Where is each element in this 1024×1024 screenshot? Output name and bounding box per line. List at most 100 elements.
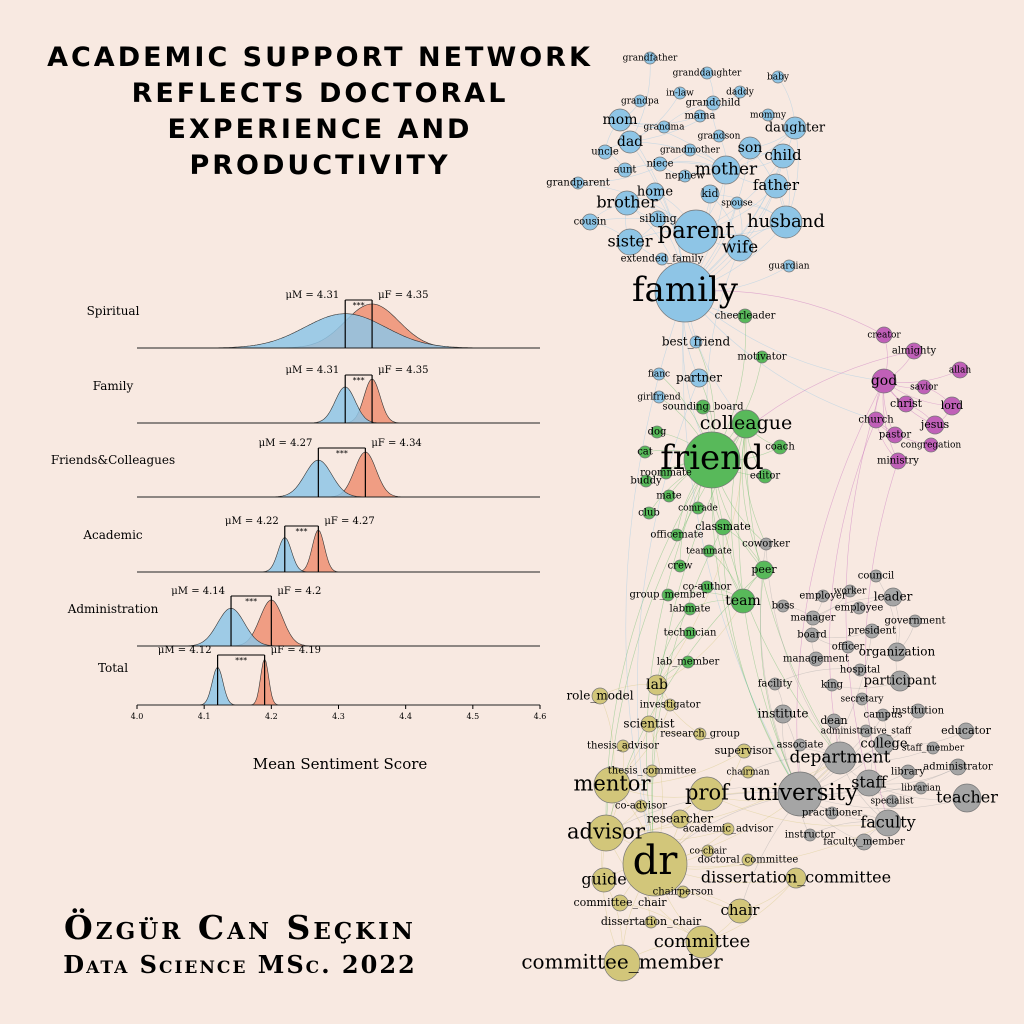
- significance-marker: ***: [296, 527, 308, 536]
- network-node-label: researcher: [647, 812, 714, 826]
- network-node: [726, 234, 754, 262]
- network-node-label: mama: [685, 111, 716, 122]
- network-node-label: worker: [834, 587, 867, 597]
- male-density: [137, 607, 540, 647]
- network-node-label: aunt: [614, 165, 637, 176]
- network-edge: [845, 380, 885, 784]
- network-node-label: lab_member: [657, 657, 720, 668]
- network-node: [768, 677, 782, 691]
- network-node: [916, 379, 932, 395]
- network-edge: [656, 600, 744, 686]
- ridge-row: *** μM = 4.31 μF = 4.35 Family: [93, 365, 540, 424]
- network-node-label: hospital: [840, 665, 880, 676]
- male-density: [137, 459, 540, 498]
- network-node-label: co-chair: [690, 847, 728, 857]
- network-node: [754, 560, 774, 580]
- network-node: [652, 390, 666, 404]
- network-node: [662, 489, 676, 503]
- network-node: [683, 143, 697, 157]
- network-node: [730, 196, 744, 210]
- network-node: [776, 599, 790, 613]
- male-mean-label: μM = 4.12: [158, 645, 212, 656]
- network-node: [867, 411, 885, 429]
- network-node-label: thesis_advisor: [587, 741, 659, 752]
- female-density: [137, 529, 540, 573]
- network-node-label: friend: [660, 438, 764, 478]
- network-edge: [605, 757, 841, 834]
- network-node: [633, 94, 647, 108]
- network-edge: [711, 350, 915, 461]
- network-node-label: specialist: [871, 797, 914, 807]
- network-node: [852, 601, 866, 615]
- network-node-label: classmate: [695, 520, 750, 533]
- network-node-label: congregation: [901, 441, 962, 451]
- network-edge: [636, 377, 700, 865]
- network-node: [659, 466, 673, 480]
- network-node: [816, 589, 830, 603]
- network-edge: [629, 91, 741, 143]
- network-node-label: chairperson: [653, 887, 714, 898]
- network-node-label: instructor: [785, 830, 836, 841]
- title-line: PRODUCTIVITY: [189, 150, 451, 181]
- network-edge: [577, 149, 691, 184]
- network-node-label: committee_member: [521, 950, 723, 974]
- network-node-label: grandson: [698, 132, 741, 142]
- network-node: [942, 396, 962, 416]
- network-node-label: dr: [633, 838, 679, 884]
- network-node: [910, 703, 926, 719]
- network-node: [622, 831, 688, 897]
- poster-title: ACADEMIC SUPPORT NETWORK REFLECTS DOCTOR…: [20, 40, 620, 184]
- network-node: [925, 415, 945, 435]
- network-node-label: colleague: [700, 412, 792, 434]
- network-node: [638, 445, 652, 459]
- network-node: [645, 764, 659, 778]
- network-node-label: mother: [695, 160, 758, 180]
- network-node: [691, 501, 705, 515]
- network-node: [738, 136, 762, 160]
- network-node-label: administrator: [923, 762, 993, 773]
- significance-marker: ***: [353, 376, 365, 385]
- network-node-label: officemate: [650, 530, 703, 541]
- network-edge: [829, 419, 877, 759]
- network-node-label: supervisor: [715, 744, 775, 757]
- network-node-label: guide: [581, 870, 626, 889]
- network-node-label: president: [848, 626, 896, 637]
- network-node: [769, 205, 803, 239]
- network-node-label: creator: [867, 331, 901, 341]
- network-node-label: son: [738, 140, 763, 156]
- network-node-label: library: [891, 767, 925, 778]
- female-mean-label: μF = 4.35: [378, 290, 428, 301]
- ridge-row: *** μM = 4.22 μF = 4.27 Academic: [82, 516, 540, 573]
- network-node-label: granddaughter: [673, 69, 742, 79]
- network-node-label: spouse: [721, 199, 753, 209]
- significance-marker: ***: [353, 301, 365, 310]
- network-node: [951, 361, 969, 379]
- network-node-label: father: [753, 176, 800, 194]
- network-node-label: girlfriend: [637, 393, 680, 403]
- network-node-label: in-law: [666, 89, 694, 99]
- network-node: [808, 651, 824, 667]
- x-axis-label: Mean Sentiment Score: [253, 755, 428, 773]
- network-node: [803, 828, 817, 842]
- ridge-row: *** μM = 4.27 μF = 4.34 Friends&Colleagues: [51, 438, 540, 498]
- significance-marker: ***: [235, 656, 247, 665]
- network-node: [763, 173, 789, 199]
- network-node-label: extended_family: [621, 254, 704, 265]
- network-node: [926, 741, 940, 755]
- network-node: [683, 626, 697, 640]
- network-node-label: club: [638, 508, 660, 519]
- network-node-label: dissertation_committee: [701, 868, 891, 887]
- network-node-label: thesis_committee: [608, 766, 697, 777]
- category-label: Academic: [82, 528, 143, 542]
- network-node: [804, 627, 820, 643]
- network-node-label: grandfather: [623, 54, 678, 64]
- network-node-label: uncle: [591, 147, 619, 158]
- male-density: [137, 386, 540, 424]
- male-mean-label: μM = 4.31: [285, 365, 339, 376]
- network-node: [693, 727, 707, 741]
- x-tick-label: 4.1: [198, 712, 211, 721]
- network-edge: [656, 423, 747, 686]
- network-node-label: council: [858, 571, 895, 582]
